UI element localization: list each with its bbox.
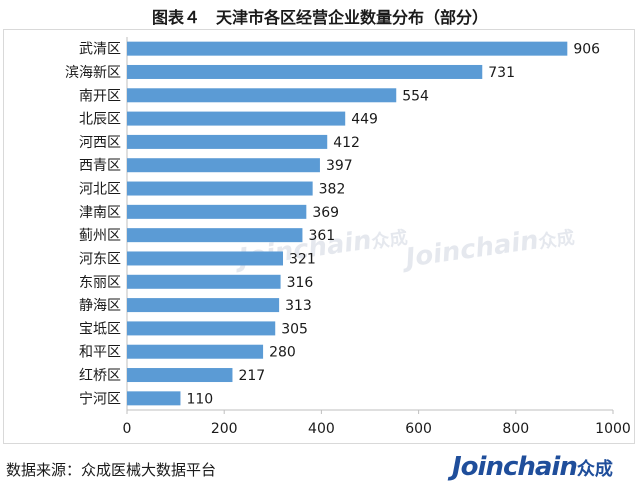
bar bbox=[127, 344, 264, 359]
chart-frame bbox=[3, 29, 635, 444]
data-label: 321 bbox=[289, 251, 316, 267]
chart-title: 图表４ 天津市各区经营企业数量分布（部分） bbox=[151, 8, 488, 27]
category-label: 宁河区 bbox=[79, 390, 121, 407]
source-note: 数据来源：众成医械大数据平台 bbox=[6, 461, 217, 479]
category-label: 滨海新区 bbox=[65, 65, 121, 81]
category-label: 武清区 bbox=[79, 42, 121, 58]
bar bbox=[127, 321, 276, 336]
bar bbox=[127, 204, 307, 219]
x-tick-label: 200 bbox=[211, 421, 238, 437]
x-tick-label: 0 bbox=[123, 421, 132, 437]
category-label: 津南区 bbox=[79, 205, 121, 221]
category-label: 蓟州区 bbox=[79, 228, 121, 244]
x-tick-label: 600 bbox=[405, 421, 432, 437]
brand-latin: Joinchain bbox=[452, 452, 578, 482]
bar bbox=[127, 251, 284, 266]
category-label: 北辰区 bbox=[79, 112, 121, 128]
category-label: 静海区 bbox=[79, 298, 121, 314]
data-label: 906 bbox=[573, 42, 600, 58]
x-tick-label: 1000 bbox=[595, 421, 631, 437]
data-label: 110 bbox=[186, 391, 213, 407]
data-label: 449 bbox=[351, 112, 378, 128]
data-label: 361 bbox=[308, 228, 335, 244]
bar bbox=[127, 274, 281, 289]
data-label: 397 bbox=[326, 158, 353, 174]
data-label: 217 bbox=[238, 368, 265, 384]
data-label: 382 bbox=[319, 182, 346, 198]
bar bbox=[127, 298, 280, 313]
data-label: 731 bbox=[488, 65, 515, 81]
x-tick-label: 800 bbox=[502, 421, 529, 437]
category-label: 宝坻区 bbox=[79, 321, 121, 337]
bar bbox=[127, 88, 397, 103]
category-label: 红桥区 bbox=[79, 368, 121, 384]
category-label: 河北区 bbox=[79, 182, 121, 198]
bar bbox=[127, 134, 328, 149]
bar bbox=[127, 368, 233, 383]
data-label: 280 bbox=[269, 345, 296, 361]
data-label: 305 bbox=[281, 321, 308, 337]
data-label: 369 bbox=[312, 205, 339, 221]
bar bbox=[127, 228, 303, 243]
data-label: 554 bbox=[402, 88, 429, 104]
bar bbox=[127, 64, 483, 79]
brand-logo: Joinchain众成 bbox=[452, 452, 613, 482]
bar bbox=[127, 391, 181, 406]
data-label: 412 bbox=[333, 135, 360, 151]
data-label: 316 bbox=[287, 275, 314, 291]
category-label: 南开区 bbox=[79, 88, 121, 104]
bar bbox=[127, 41, 568, 56]
category-label: 西青区 bbox=[79, 158, 121, 174]
brand-cn: 众成 bbox=[576, 459, 613, 480]
category-label: 和平区 bbox=[79, 345, 121, 361]
category-label: 河东区 bbox=[79, 251, 121, 267]
category-label: 东丽区 bbox=[79, 275, 121, 291]
data-label: 313 bbox=[285, 298, 312, 314]
bar bbox=[127, 158, 320, 173]
category-label: 河西区 bbox=[79, 135, 121, 151]
bar bbox=[127, 111, 346, 126]
bar bbox=[127, 181, 313, 196]
x-tick-label: 400 bbox=[308, 421, 335, 437]
